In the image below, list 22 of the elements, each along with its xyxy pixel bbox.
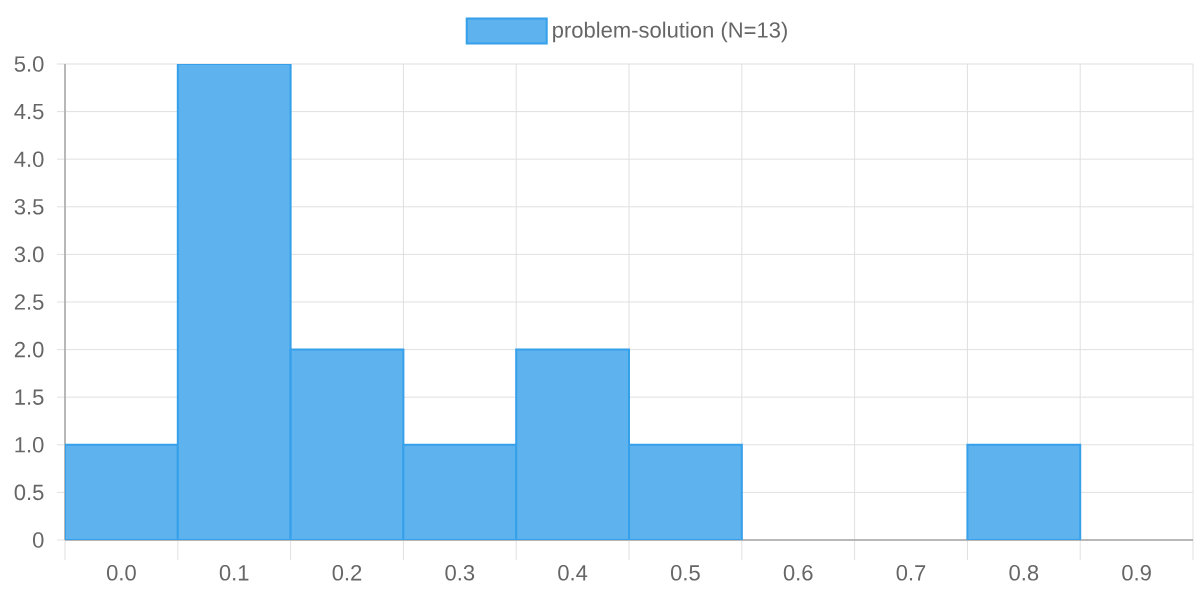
x-tick-label: 0.8 [1009,565,1039,581]
x-tick-label: 0.0 [106,565,136,581]
y-tick-label: 2.5 [14,294,44,310]
y-tick-label: 3.5 [14,198,44,215]
y-tick-label: 5.0 [14,56,44,72]
y-tick-label: 1.5 [15,389,44,405]
x-tick-label: 0.7 [896,565,926,581]
x-tick-label: 0.6 [783,565,813,581]
y-tick-label: 4.5 [14,103,44,120]
y-tick-label: 1.0 [15,437,44,453]
x-tick-label: 0.9 [1122,565,1151,581]
x-tick-label: 0.2 [332,565,362,581]
y-tick-label: 2.0 [14,341,44,358]
x-tick-label: 0.4 [558,565,588,581]
y-tick-label: 0.5 [14,484,44,501]
x-tick-label: 0.3 [445,565,475,581]
x-tick-label: 0.1 [219,565,249,581]
legend-label: problem-solution (N=13) [553,21,787,43]
y-tick-label: 0 [33,532,44,548]
y-tick-label: 4.0 [14,151,44,167]
y-tick-label: 3.0 [14,246,44,263]
x-tick-label: 0.5 [670,565,700,581]
